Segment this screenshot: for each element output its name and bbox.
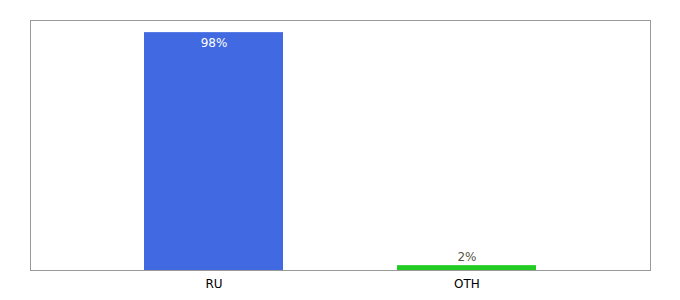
svg-text:2%: 2%	[457, 250, 476, 264]
svg-text:98%: 98%	[201, 36, 228, 50]
svg-text:OTH: OTH	[454, 277, 480, 291]
svg-text:RU: RU	[205, 277, 222, 291]
